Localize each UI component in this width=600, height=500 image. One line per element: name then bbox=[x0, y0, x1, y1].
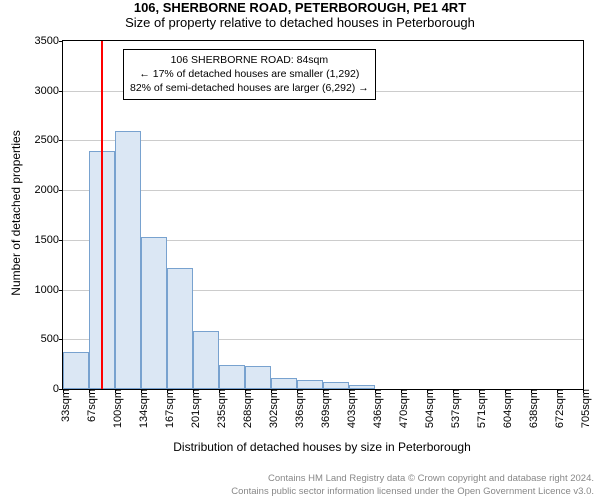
footer-credits: Contains HM Land Registry data © Crown c… bbox=[231, 473, 594, 498]
ytick-label: 1500 bbox=[35, 234, 63, 246]
histogram-bar bbox=[271, 378, 297, 389]
info-line-3: 82% of semi-detached houses are larger (… bbox=[130, 81, 369, 95]
xtick-label: 571sqm bbox=[470, 389, 488, 428]
ytick-label: 2000 bbox=[35, 184, 63, 196]
footer-line-1: Contains HM Land Registry data © Crown c… bbox=[231, 473, 594, 485]
xtick-label: 470sqm bbox=[392, 389, 410, 428]
xtick-label: 436sqm bbox=[366, 389, 384, 428]
histogram-bar bbox=[323, 382, 349, 389]
histogram-bar bbox=[349, 385, 375, 389]
ytick-label: 1000 bbox=[35, 284, 63, 296]
gridline bbox=[63, 190, 583, 191]
histogram-chart: 050010001500200025003000350033sqm67sqm10… bbox=[0, 0, 600, 500]
histogram-bar bbox=[141, 237, 167, 389]
xtick-label: 201sqm bbox=[184, 389, 202, 428]
xtick-label: 672sqm bbox=[548, 389, 566, 428]
y-axis-label: Number of detached properties bbox=[9, 123, 23, 303]
xtick-label: 100sqm bbox=[106, 389, 124, 428]
histogram-bar bbox=[245, 366, 271, 389]
histogram-bar bbox=[115, 131, 141, 389]
ytick-label: 500 bbox=[41, 333, 63, 345]
ytick-label: 2500 bbox=[35, 134, 63, 146]
xtick-label: 167sqm bbox=[158, 389, 176, 428]
ytick-label: 3500 bbox=[35, 35, 63, 47]
xtick-label: 235sqm bbox=[210, 389, 228, 428]
xtick-label: 604sqm bbox=[496, 389, 514, 428]
xtick-label: 504sqm bbox=[418, 389, 436, 428]
xtick-label: 403sqm bbox=[340, 389, 358, 428]
gridline bbox=[63, 140, 583, 141]
plot-area: 050010001500200025003000350033sqm67sqm10… bbox=[62, 40, 584, 390]
xtick-label: 268sqm bbox=[236, 389, 254, 428]
xtick-label: 336sqm bbox=[288, 389, 306, 428]
xtick-label: 134sqm bbox=[132, 389, 150, 428]
histogram-bar bbox=[63, 352, 89, 389]
xtick-label: 33sqm bbox=[54, 389, 72, 422]
xtick-label: 705sqm bbox=[574, 389, 592, 428]
xtick-label: 302sqm bbox=[262, 389, 280, 428]
ytick-label: 3000 bbox=[35, 85, 63, 97]
reference-line bbox=[101, 41, 103, 389]
histogram-bar bbox=[297, 380, 323, 389]
histogram-bar bbox=[167, 268, 193, 389]
info-box: 106 SHERBORNE ROAD: 84sqm← 17% of detach… bbox=[123, 49, 376, 100]
info-line-1: 106 SHERBORNE ROAD: 84sqm bbox=[130, 53, 369, 67]
footer-line-2: Contains public sector information licen… bbox=[231, 486, 594, 498]
xtick-label: 638sqm bbox=[522, 389, 540, 428]
x-axis-label: Distribution of detached houses by size … bbox=[62, 440, 582, 454]
histogram-bar bbox=[193, 331, 219, 389]
xtick-label: 369sqm bbox=[314, 389, 332, 428]
info-line-2: ← 17% of detached houses are smaller (1,… bbox=[130, 67, 369, 81]
xtick-label: 67sqm bbox=[80, 389, 98, 422]
xtick-label: 537sqm bbox=[444, 389, 462, 428]
histogram-bar bbox=[219, 365, 245, 389]
